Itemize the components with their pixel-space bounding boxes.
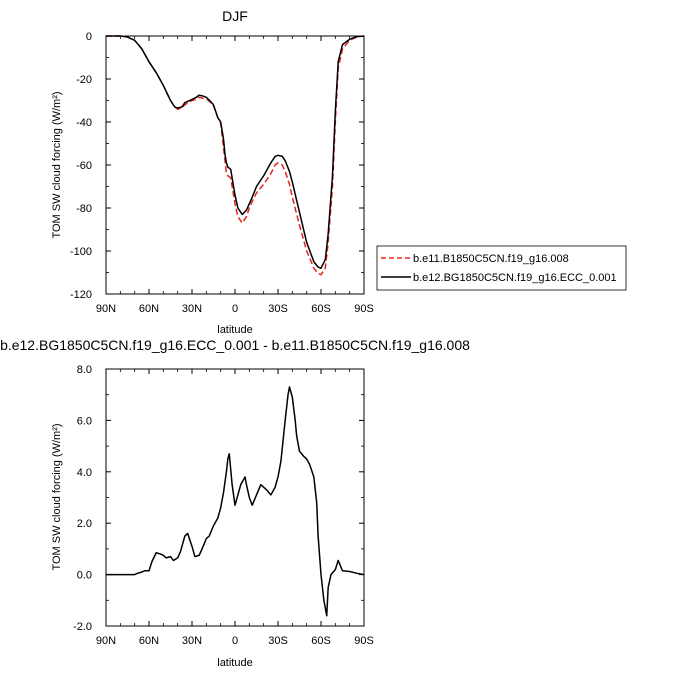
- y-tick-label: 2.0: [77, 518, 92, 530]
- x-tick-label: 90S: [354, 303, 374, 315]
- chart-title: DJF: [222, 8, 248, 24]
- x-tick-label: 30S: [268, 635, 288, 647]
- legend: b.e11.B1850C5CN.f19_g16.008 b.e12.BG1850…: [376, 245, 627, 291]
- x-tick-label: 30N: [182, 303, 202, 315]
- x-tick-label: 60S: [311, 303, 331, 315]
- y-tick-label: 4.0: [77, 467, 92, 479]
- y-tick-label: -20: [76, 74, 92, 86]
- y-tick-label: -100: [70, 246, 92, 258]
- y-tick-label: 8.0: [77, 364, 92, 376]
- plot-frame: [105, 35, 365, 295]
- y-axis-label: TOM SW cloud forcing (W/m²): [51, 423, 63, 570]
- x-tick-label: 0: [232, 635, 238, 647]
- plot-frame: [105, 368, 365, 627]
- legend-label-b-e11: b.e11.B1850C5CN.f19_g16.008: [413, 253, 569, 265]
- y-tick-label: -40: [76, 117, 92, 129]
- x-tick-label: 30N: [182, 635, 202, 647]
- plot-area: 90N 60N 30N 0 30S 60S 90S 8.0 6.0 4.0 2.0 0.0 -2.0: [73, 364, 374, 647]
- legend-label-b-e12: b.e12.BG1850C5CN.f19_g16.ECC_0.001: [413, 272, 617, 284]
- djf-panel: DJF TOM SW cloud forcing (W/m²) latitude…: [51, 8, 374, 336]
- x-tick-label: 90N: [96, 635, 116, 647]
- x-tick-label: 0: [232, 303, 238, 315]
- x-tick-label: 60N: [139, 635, 159, 647]
- series-line-0: [106, 386, 365, 617]
- x-axis-label: latitude: [217, 657, 252, 669]
- y-tick-label: -2.0: [73, 621, 92, 633]
- chart-title: b.e12.BG1850C5CN.f19_g16.ECC_0.001 - b.e…: [0, 337, 470, 353]
- x-tick-label: 90S: [354, 635, 374, 647]
- series-line-1: [106, 35, 365, 269]
- x-axis-label: latitude: [217, 324, 252, 336]
- y-tick-label: 6.0: [77, 415, 92, 427]
- y-tick-label: -120: [70, 289, 92, 301]
- difference-panel: b.e12.BG1850C5CN.f19_g16.ECC_0.001 - b.e…: [0, 337, 470, 669]
- y-tick-label: 0.0: [77, 570, 92, 582]
- y-tick-label: 0: [86, 31, 92, 43]
- plot-area: 90N 60N 30N 0 30S 60S 90S 0 -20 -40 -60 -80 -100 -120: [70, 31, 374, 315]
- x-tick-label: 60N: [139, 303, 159, 315]
- series-line-0: [106, 35, 365, 276]
- y-tick-label: -80: [76, 203, 92, 215]
- legend-box: [376, 245, 627, 291]
- x-tick-label: 30S: [268, 303, 288, 315]
- x-tick-label: 90N: [96, 303, 116, 315]
- x-tick-label: 60S: [311, 635, 331, 647]
- y-axis-label: TOM SW cloud forcing (W/m²): [51, 91, 63, 238]
- y-tick-label: -60: [76, 160, 92, 172]
